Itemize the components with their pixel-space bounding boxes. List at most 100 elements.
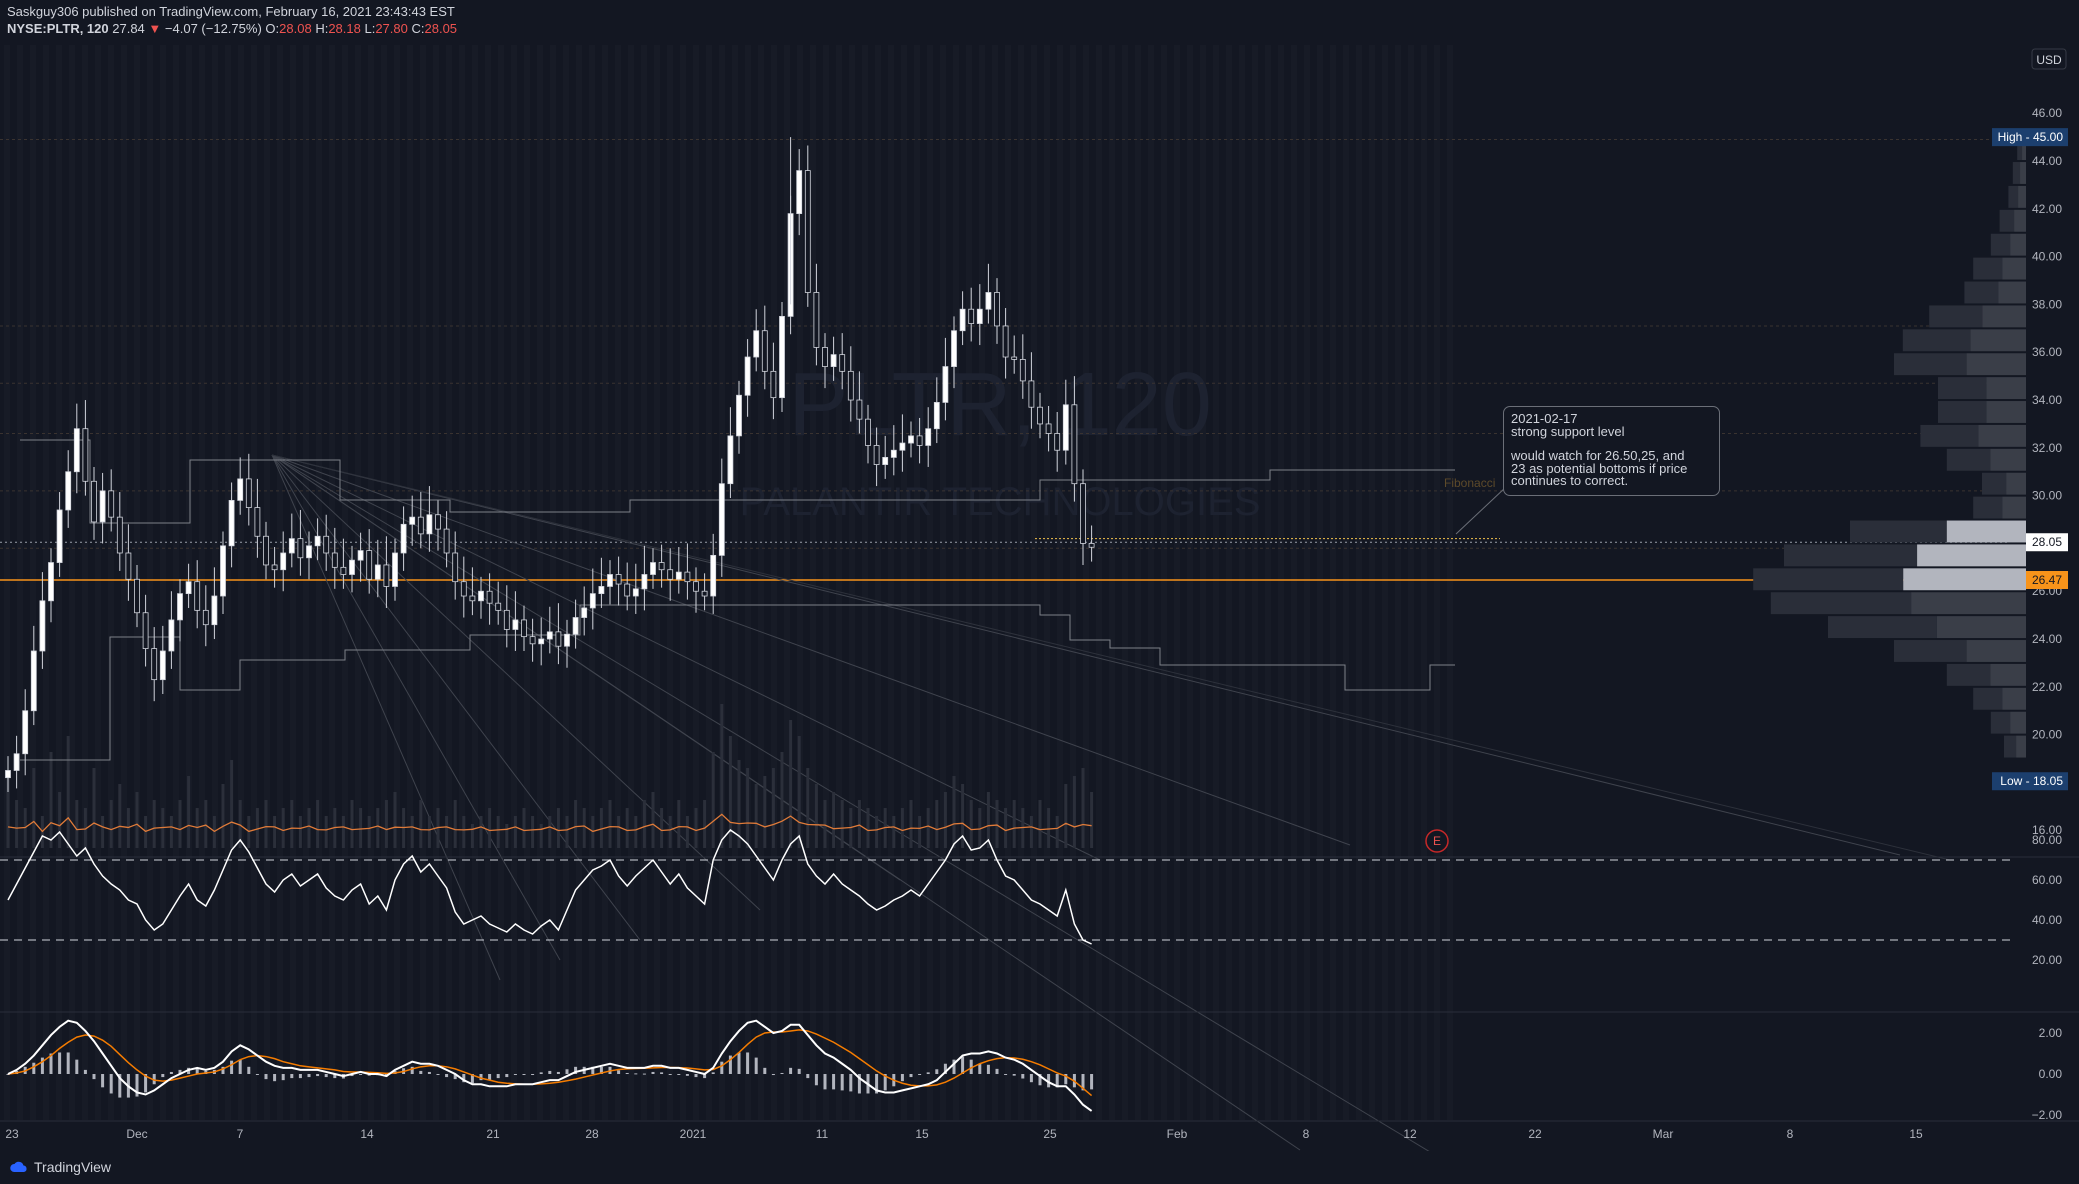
annotation-date: 2021-02-17 bbox=[1511, 411, 1578, 426]
candle-body bbox=[538, 638, 545, 645]
time-axis-label: 12 bbox=[1403, 1127, 1417, 1141]
open-value: 28.08 bbox=[279, 21, 312, 36]
macd-histogram-bar bbox=[789, 1067, 793, 1074]
candle-body bbox=[30, 650, 37, 712]
volume-bar bbox=[1081, 768, 1085, 848]
volume-bar bbox=[634, 816, 638, 848]
annotation-callout[interactable]: 2021-02-17 strong support level would wa… bbox=[1503, 406, 1720, 496]
candle-body bbox=[598, 586, 605, 595]
currency-button[interactable]: USD bbox=[2031, 48, 2067, 70]
volume-bar bbox=[488, 808, 492, 848]
high-tag: High - 45.00 bbox=[1998, 130, 2064, 144]
candle-body bbox=[271, 564, 278, 571]
macd-histogram-bar bbox=[720, 1061, 724, 1074]
macd-histogram-bar bbox=[281, 1074, 285, 1081]
macd-histogram-bar bbox=[711, 1072, 715, 1074]
macd-histogram-bar bbox=[1012, 1074, 1016, 1076]
profile-bar bbox=[2004, 735, 2017, 758]
candle-body bbox=[1080, 483, 1086, 544]
candle-body bbox=[1028, 380, 1035, 408]
earnings-marker[interactable]: E bbox=[1425, 829, 1449, 853]
fan-ray bbox=[271, 454, 1351, 846]
macd-histogram-bar bbox=[324, 1074, 328, 1078]
fan-ray bbox=[271, 454, 501, 981]
last-price: 27.84 bbox=[112, 21, 145, 36]
candle-body bbox=[357, 550, 364, 561]
fan-ray bbox=[271, 454, 1301, 1151]
macd-histogram-bar bbox=[316, 1074, 320, 1077]
volume-bar bbox=[101, 816, 105, 848]
macd-histogram-bar bbox=[221, 1066, 225, 1074]
candle-body bbox=[91, 480, 97, 523]
lower-step-line bbox=[20, 604, 1455, 761]
profile-bar bbox=[1946, 663, 1991, 686]
volume-bar bbox=[556, 808, 560, 848]
macd-axis-label: 0.00 bbox=[2039, 1067, 2063, 1081]
volume-bar bbox=[15, 800, 19, 848]
chart-canvas[interactable]: PLTR, 120 PALANTIR TECHNOLOGIES 46.00 44.… bbox=[0, 0, 2079, 1151]
symbol[interactable]: NYSE:PLTR, 120 bbox=[7, 21, 109, 36]
macd-histogram-bar bbox=[677, 1074, 681, 1075]
volume-bar bbox=[152, 800, 156, 848]
profile-bar bbox=[1828, 616, 1937, 639]
candle-body bbox=[908, 435, 914, 444]
macd-histogram-bar bbox=[1021, 1074, 1025, 1079]
candle-body bbox=[675, 571, 682, 580]
volume-bar bbox=[565, 816, 569, 848]
macd-histogram-bar bbox=[522, 1074, 526, 1075]
candle-body bbox=[839, 354, 846, 372]
low-label: L: bbox=[364, 21, 376, 36]
time-axis-label: 14 bbox=[360, 1127, 374, 1141]
macd-histogram-bar bbox=[83, 1069, 87, 1074]
volume-bar bbox=[789, 720, 793, 848]
volume-bar bbox=[711, 752, 715, 848]
volume-bar bbox=[823, 800, 827, 848]
profile-bar bbox=[1850, 520, 1947, 543]
tradingview-logo[interactable]: TradingView bbox=[10, 1159, 111, 1175]
chart-header: Saskguy306 published on TradingView.com,… bbox=[7, 3, 457, 37]
candle-body bbox=[959, 308, 966, 332]
time-axis[interactable]: 23 Dec 7 14 21 28 2021 11 15 25 Feb 8 12 22 Mar 8 15 bbox=[5, 1127, 1923, 1141]
profile-bar bbox=[1998, 281, 2026, 304]
candle-body bbox=[400, 523, 407, 554]
candle-body bbox=[503, 609, 510, 630]
macd-histogram-bar bbox=[238, 1059, 242, 1074]
profile-bar bbox=[2016, 735, 2026, 758]
price-axis[interactable]: 46.00 44.00 42.00 40.00 38.00 36.00 34.00 32.00… bbox=[1992, 106, 2068, 1122]
volume-bar bbox=[771, 768, 775, 848]
volume-bar bbox=[83, 808, 87, 848]
symbol-line: NYSE:PLTR, 120 27.84 ▼ −4.07 (−12.75%) O… bbox=[7, 20, 457, 37]
volume-bar bbox=[728, 736, 732, 848]
candle-body bbox=[48, 562, 54, 602]
profile-bar bbox=[1982, 472, 2007, 495]
macd-histogram-bar bbox=[247, 1066, 251, 1074]
candle-body bbox=[641, 574, 648, 590]
macd-histogram-bar bbox=[445, 1074, 449, 1078]
macd-histogram-bar bbox=[453, 1074, 457, 1080]
price-axis-label: 38.00 bbox=[2032, 297, 2062, 311]
price-axis-label: 16.00 bbox=[2032, 823, 2062, 837]
profile-bar bbox=[2010, 233, 2026, 256]
volume-bar bbox=[961, 784, 965, 848]
volume-bar bbox=[92, 768, 96, 848]
macd-histogram-bar bbox=[32, 1062, 36, 1074]
candle-body bbox=[650, 562, 656, 575]
candle-body bbox=[994, 292, 1000, 327]
macd-histogram-bar bbox=[49, 1053, 53, 1074]
macd-histogram-bar bbox=[694, 1074, 698, 1078]
macd-histogram-bar bbox=[195, 1067, 199, 1074]
high-value: 28.18 bbox=[328, 21, 361, 36]
price-candles bbox=[5, 137, 1095, 792]
pane-separators bbox=[0, 856, 2079, 1122]
volume-bar bbox=[359, 808, 363, 848]
volume-bar bbox=[513, 816, 517, 848]
candle-body bbox=[366, 550, 373, 580]
candle-body bbox=[581, 607, 588, 618]
macd-histogram-bar bbox=[806, 1074, 810, 1079]
volume-bar bbox=[479, 816, 483, 848]
profile-bar bbox=[1920, 424, 1979, 447]
volume-bar bbox=[135, 792, 139, 848]
candle-body bbox=[39, 600, 46, 652]
volume-profile bbox=[1753, 138, 2026, 758]
macd-histogram-bar bbox=[488, 1074, 492, 1081]
